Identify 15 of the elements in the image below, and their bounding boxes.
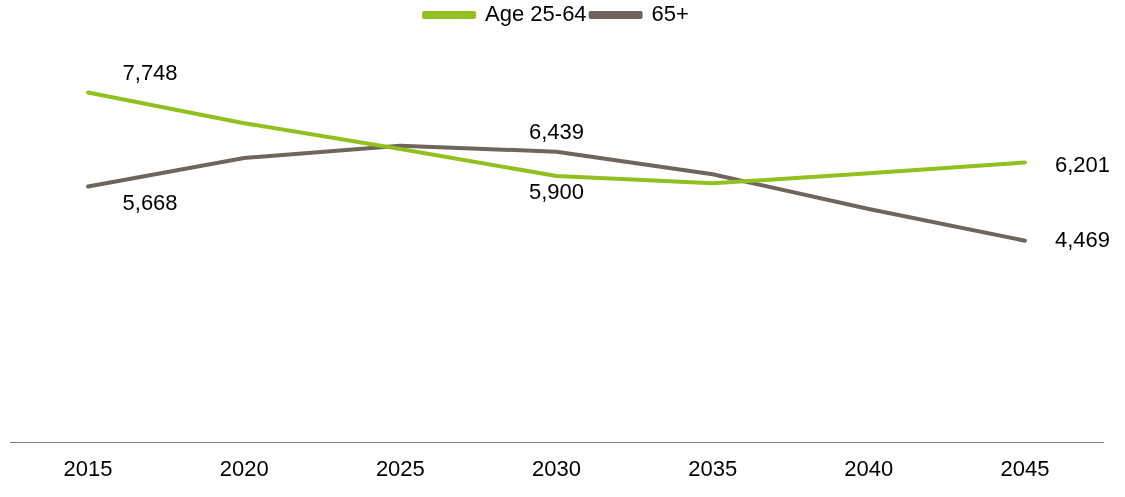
x-tick-label: 2040	[844, 455, 894, 481]
x-tick-label: 2030	[532, 455, 581, 481]
x-tick-label: 2045	[1000, 455, 1050, 481]
legend-label: 65+	[651, 1, 689, 27]
x-tick-label: 2035	[688, 455, 738, 481]
data-label: 7,748	[122, 59, 178, 85]
x-tick-label: 2025	[375, 455, 425, 481]
data-label: 5,668	[122, 189, 178, 215]
data-label: 6,201	[1054, 151, 1110, 177]
data-label: 4,469	[1054, 226, 1110, 252]
data-label: 6,439	[528, 118, 585, 144]
legend-label: Age 25-64	[485, 1, 587, 27]
x-tick-label: 2015	[63, 455, 113, 481]
data-label: 5,900	[528, 179, 585, 205]
x-tick-label: 2020	[219, 455, 269, 481]
